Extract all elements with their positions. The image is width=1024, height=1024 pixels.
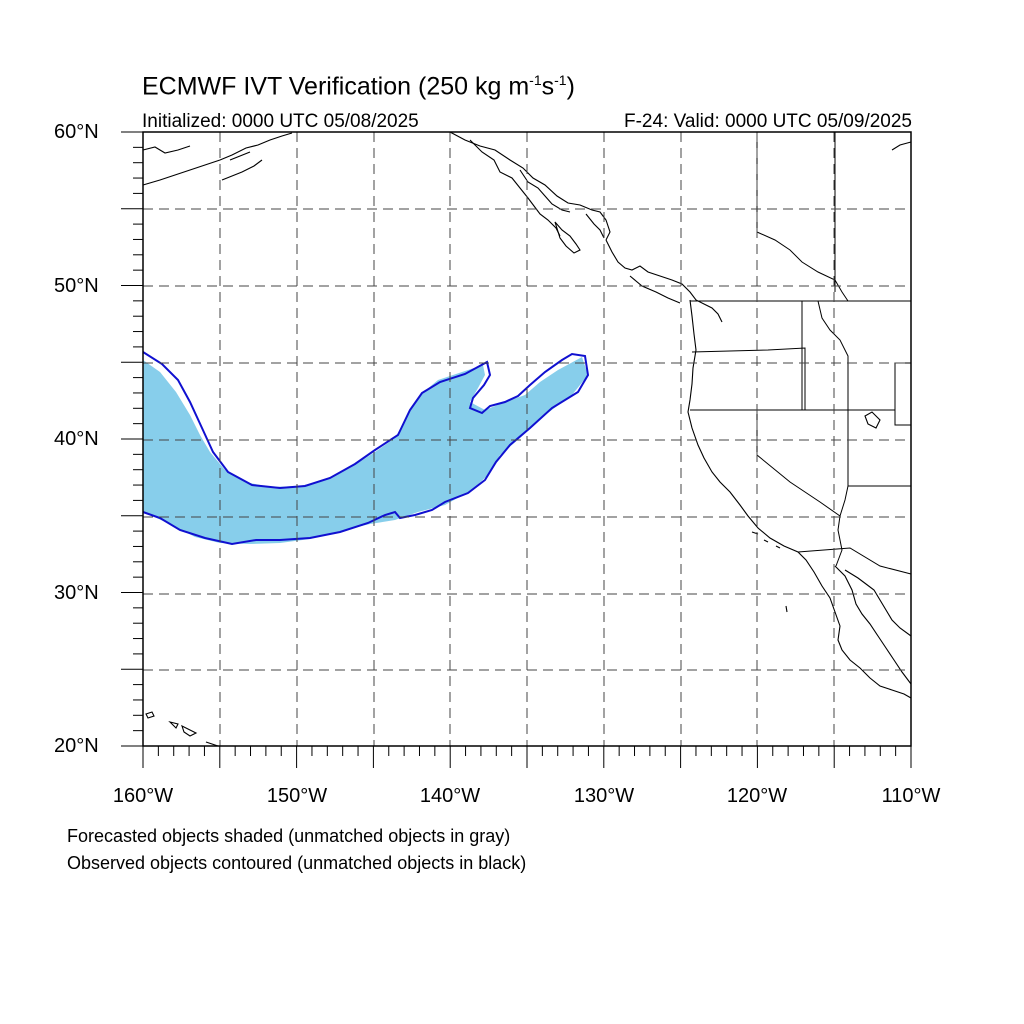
lon-label-120w: 120°W xyxy=(726,785,788,807)
lon-label-140w: 140°W xyxy=(419,785,481,807)
coastlines xyxy=(142,131,912,747)
valid-time: F-24: Valid: 0000 UTC 05/09/2025 xyxy=(624,111,912,132)
lon-label-110w: 110°W xyxy=(881,785,941,807)
forecast-object xyxy=(143,357,588,544)
lat-lon-grid xyxy=(143,132,911,746)
lon-label-130w: 130°W xyxy=(573,785,635,807)
lat-label-20n: 20°N xyxy=(54,735,99,757)
lat-label-30n: 30°N xyxy=(54,582,99,604)
map-title: ECMWF IVT Verification (250 kg m-1s-1) xyxy=(142,72,575,101)
lat-label-40n: 40°N xyxy=(54,428,99,450)
observed-object-contour xyxy=(142,351,590,546)
lat-label-50n: 50°N xyxy=(54,275,99,297)
state-borders xyxy=(690,132,912,575)
axis-ticks xyxy=(121,131,912,768)
caption-forecast: Forecasted objects shaded (unmatched obj… xyxy=(67,826,511,846)
lon-label-160w: 160°W xyxy=(112,785,174,807)
initialized-time: Initialized: 0000 UTC 05/08/2025 xyxy=(142,111,419,132)
caption-observed: Observed objects contoured (unmatched ob… xyxy=(67,853,527,873)
lon-label-150w: 150°W xyxy=(266,785,328,807)
lat-label-60n: 60°N xyxy=(54,121,99,143)
